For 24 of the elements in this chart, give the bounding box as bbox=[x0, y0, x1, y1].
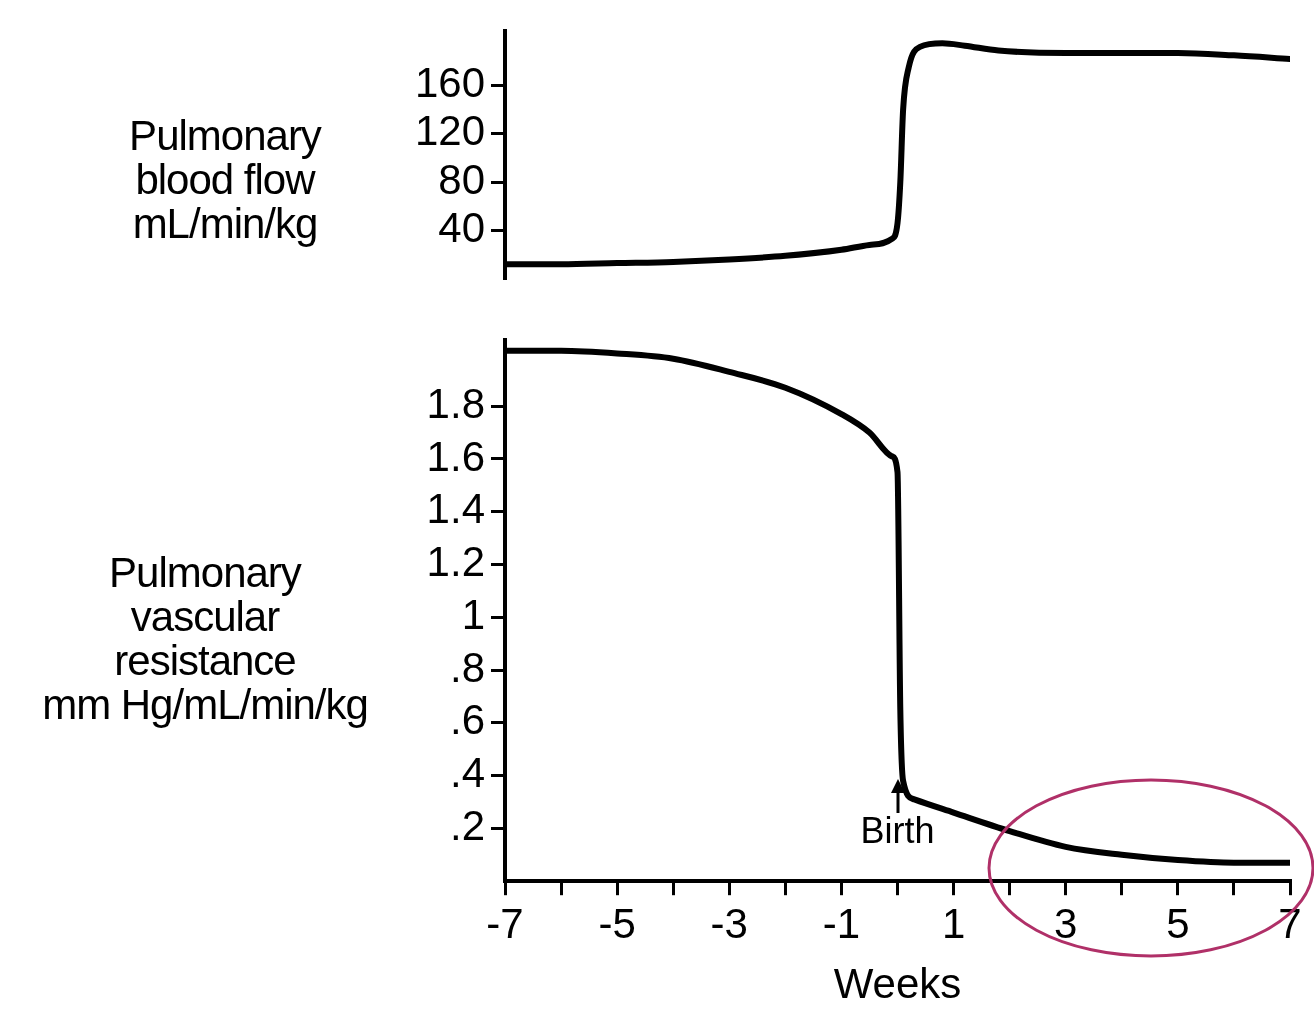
x-tick-label: -3 bbox=[710, 899, 748, 947]
y-tick-label: 1.8 bbox=[426, 379, 485, 427]
y-tick-label: .4 bbox=[449, 749, 485, 797]
x-tick-label: -7 bbox=[486, 899, 524, 947]
annotation: Birth bbox=[860, 810, 935, 852]
x-tick-label: -5 bbox=[598, 899, 636, 947]
y-tick-label: 1.6 bbox=[426, 432, 485, 480]
y-tick-label: 1 bbox=[461, 590, 485, 638]
y-tick-label: .6 bbox=[449, 696, 485, 744]
x-tick-label: -1 bbox=[822, 899, 861, 947]
y-tick-label: 1.4 bbox=[426, 485, 485, 533]
y-tick-label: .8 bbox=[449, 643, 485, 691]
y-tick-label: 1.2 bbox=[426, 538, 485, 586]
y-tick-label: 40 bbox=[438, 204, 485, 252]
x-axis-title: Weeks bbox=[833, 960, 962, 1008]
x-tick-label: 1 bbox=[941, 899, 966, 947]
y-tick-label: 160 bbox=[414, 59, 485, 107]
y-tick-label: .2 bbox=[449, 802, 485, 849]
x-tick-label: 3 bbox=[1054, 899, 1078, 947]
y-axis-title: Pulmonary vascular resistance mm Hg/mL/min/kg bbox=[42, 549, 368, 728]
y-axis-title: Pulmonary blood flow mL/min/kg bbox=[129, 112, 321, 247]
y-tick-label: 80 bbox=[438, 155, 485, 203]
x-tick-label: 5 bbox=[1166, 899, 1190, 947]
y-tick-label: 120 bbox=[414, 107, 485, 155]
